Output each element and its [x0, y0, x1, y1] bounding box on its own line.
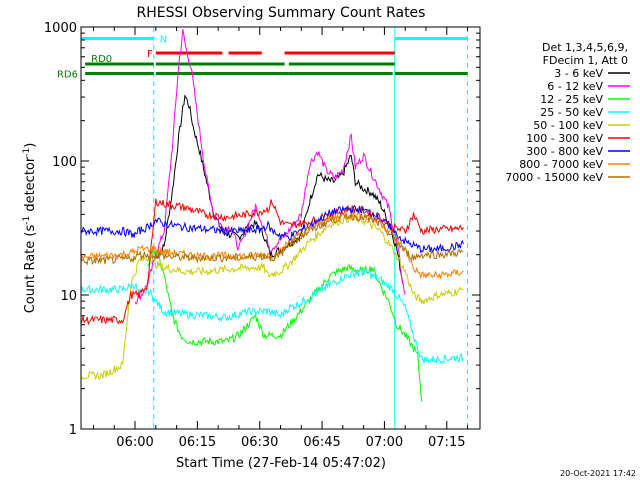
- legend-entry-label: 800 - 7000 keV: [519, 158, 603, 171]
- x-axis: 06:00 06:15 06:30 06:45 07:00 07:15: [92, 27, 469, 450]
- x-tick-label: 07:00: [366, 435, 403, 450]
- flag-label: RD0: [91, 54, 112, 65]
- series-line: [134, 29, 406, 305]
- vertical-markers: [153, 27, 469, 429]
- legend: Det 1,3,4,5,6,9,FDecim 1, Att 03 - 6 keV…: [505, 41, 630, 184]
- x-tick-label: 06:30: [241, 435, 278, 450]
- series-line: [81, 204, 464, 254]
- legend-entry-label: 6 - 12 keV: [547, 80, 603, 93]
- legend-header: FDecim 1, Att 0: [543, 54, 628, 67]
- legend-header: Det 1,3,4,5,6,9,: [542, 41, 628, 54]
- series-line: [81, 211, 464, 266]
- legend-entry-label: 7000 - 15000 keV: [505, 171, 603, 184]
- legend-entry-label: 50 - 100 keV: [533, 119, 603, 132]
- y-tick-label: 10: [60, 289, 77, 304]
- legend-entry-label: 3 - 6 keV: [554, 67, 603, 80]
- flag-label: N: [160, 35, 167, 46]
- y-axis-label: Count Rate (s-1 detector-1): [22, 143, 38, 314]
- x-tick-label: 06:00: [116, 435, 153, 450]
- y-tick-label: 1: [69, 423, 77, 438]
- y-tick-label: 1000: [44, 21, 77, 36]
- legend-entry-label: 100 - 300 keV: [526, 132, 603, 145]
- x-tick-label: 06:15: [179, 435, 216, 450]
- flag-label: RD6: [57, 69, 78, 80]
- series-line: [81, 214, 464, 381]
- chart-title: RHESSI Observing Summary Count Rates: [137, 5, 426, 21]
- attenuator-flags: NF RD0 RD6: [57, 35, 468, 80]
- series-lines: [81, 29, 464, 402]
- y-tick-label: 100: [52, 155, 77, 170]
- y-axis: 1101001000101: [44, 21, 480, 438]
- series-line: [147, 246, 423, 402]
- x-tick-label: 06:45: [303, 435, 340, 450]
- x-tick-label: 07:15: [428, 435, 465, 450]
- legend-entry-label: 300 - 800 keV: [526, 145, 603, 158]
- series-line: [81, 198, 464, 326]
- x-axis-label: Start Time (27-Feb-14 05:47:02): [176, 456, 386, 471]
- flag-label: F: [147, 49, 153, 60]
- legend-entry-label: 12 - 25 keV: [540, 93, 603, 106]
- series-line: [81, 267, 464, 365]
- legend-entry-label: 25 - 50 keV: [540, 106, 603, 119]
- footer-date: 20-Oct-2021 17:42: [560, 469, 636, 478]
